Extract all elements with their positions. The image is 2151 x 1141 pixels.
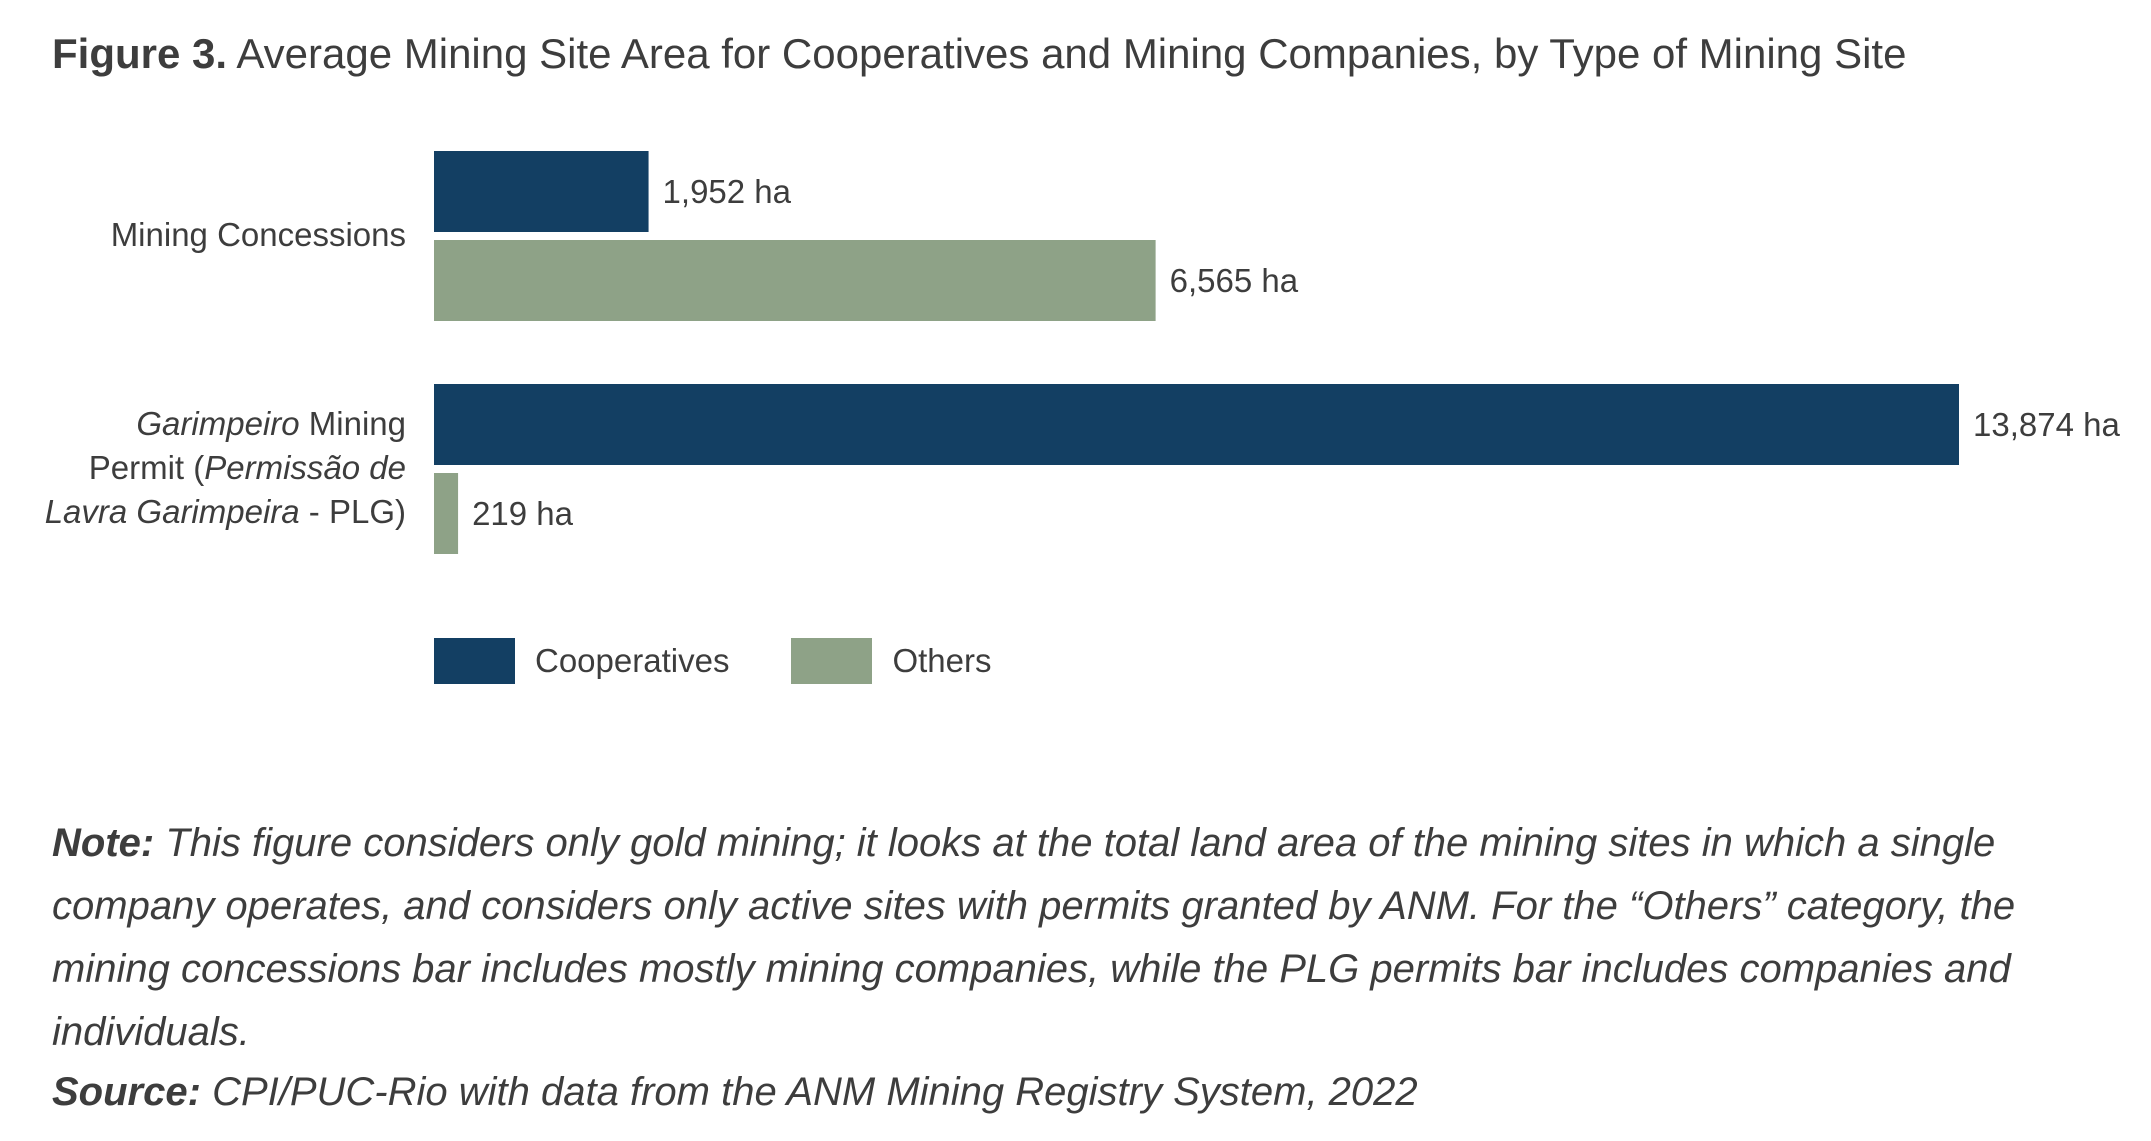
legend: Cooperatives Others xyxy=(434,638,1054,684)
legend-swatch-others xyxy=(791,638,873,684)
data-label-others-1: 219 ha xyxy=(472,494,573,532)
category-label-text: Mining xyxy=(299,405,406,442)
bar-chart xyxy=(434,151,1959,554)
bar-cooperatives-0 xyxy=(434,151,649,232)
source: Source: CPI/PUC-Rio with data from the A… xyxy=(52,1064,1418,1120)
category-label-text: - PLG) xyxy=(299,493,406,530)
chart-title: Figure 3. Average Mining Site Area for C… xyxy=(52,26,1906,82)
bar-others-0 xyxy=(434,240,1156,321)
category-label-plg: Garimpeiro Mining Permit (Permissão de L… xyxy=(45,402,406,534)
figure-label: Figure 3. xyxy=(52,30,228,77)
data-label-others-0: 6,565 ha xyxy=(1169,261,1299,299)
bar-others-1 xyxy=(434,473,459,554)
category-label-line: Permit (Permissão de xyxy=(45,446,406,490)
legend-swatch-cooperatives xyxy=(434,638,515,684)
category-label-italic: Permissão de xyxy=(204,449,406,486)
chart-title-text: Average Mining Site Area for Cooperative… xyxy=(236,30,1907,77)
legend-label-others: Others xyxy=(892,642,992,679)
legend-item-cooperatives: Cooperatives xyxy=(434,638,729,684)
data-label-cooperatives-1: 13,874 ha xyxy=(1973,405,2120,443)
category-label-line: Lavra Garimpeira - PLG) xyxy=(45,490,406,534)
source-label: Source: xyxy=(52,1070,201,1114)
category-label-text: Mining Concessions xyxy=(110,216,406,253)
note-label: Note: xyxy=(52,821,155,865)
category-label-italic: Lavra Garimpeira xyxy=(44,493,300,530)
legend-label-cooperatives: Cooperatives xyxy=(535,642,730,679)
category-label-text: Permit ( xyxy=(88,449,205,486)
data-label-cooperatives-0: 1,952 ha xyxy=(662,172,792,210)
category-label-italic: Garimpeiro xyxy=(136,405,300,442)
source-text: CPI/PUC-Rio with data from the ANM Minin… xyxy=(212,1070,1418,1114)
note-text: This figure considers only gold mining; … xyxy=(52,821,2016,1054)
category-label-line: Garimpeiro Mining xyxy=(45,402,406,446)
bar-cooperatives-1 xyxy=(434,384,1959,465)
note: Note: This figure considers only gold mi… xyxy=(52,812,2092,1064)
category-label-mining-concessions: Mining Concessions xyxy=(111,213,406,257)
legend-item-others: Others xyxy=(791,638,992,684)
